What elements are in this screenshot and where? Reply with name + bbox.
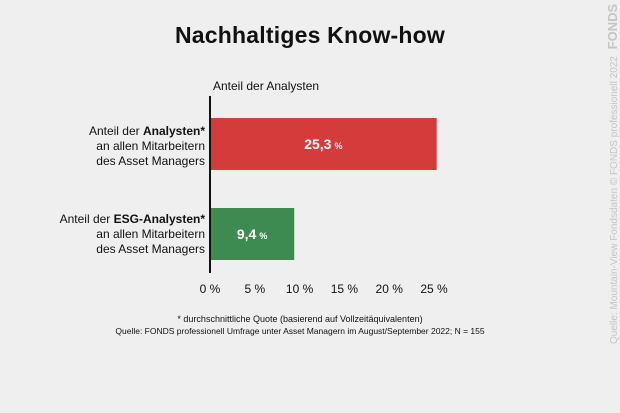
x-tick-label: 15 % [331, 282, 359, 296]
fonds-logo: FONDS [605, 3, 620, 50]
category-label-esg-analysts: Anteil der ESG-Analysten* an allen Mitar… [0, 212, 205, 257]
x-tick-label: 5 % [244, 282, 265, 296]
axis-subtitle: Anteil der Analysten [213, 79, 320, 93]
side-credit: Quelle: Mountain-View Fondsdaten © FONDS… [601, 4, 620, 346]
source-note: Quelle: FONDS professionell Umfrage unte… [115, 326, 485, 336]
bar-value-unit: % [259, 231, 267, 241]
x-tick-label: 10 % [286, 282, 314, 296]
bar [210, 208, 295, 260]
category-line3: des Asset Managers [96, 242, 205, 256]
category-bold: ESG-Analysten* [113, 212, 205, 226]
x-tick-label: 0 % [200, 282, 221, 296]
category-line3: des Asset Managers [96, 154, 205, 168]
category-line2: an allen Mitarbeitern [96, 139, 205, 153]
x-tick-label: 25 % [420, 282, 448, 296]
category-line2: an allen Mitarbeitern [96, 227, 205, 241]
category-prefix: Anteil der [59, 212, 114, 226]
category-prefix: Anteil der [88, 124, 143, 138]
category-bold: Analysten* [142, 124, 205, 138]
chart-title: Nachhaltiges Know-how [175, 22, 445, 48]
bar [210, 118, 437, 170]
side-credit-text: Quelle: Mountain-View Fondsdaten © FONDS… [609, 56, 620, 344]
x-tick-label: 20 % [376, 282, 404, 296]
category-label-analysts: Anteil der Analysten* an allen Mitarbeit… [0, 124, 205, 169]
footnote: * durchschnittliche Quote (basierend auf… [177, 314, 423, 324]
bar-value-unit: % [334, 141, 342, 151]
